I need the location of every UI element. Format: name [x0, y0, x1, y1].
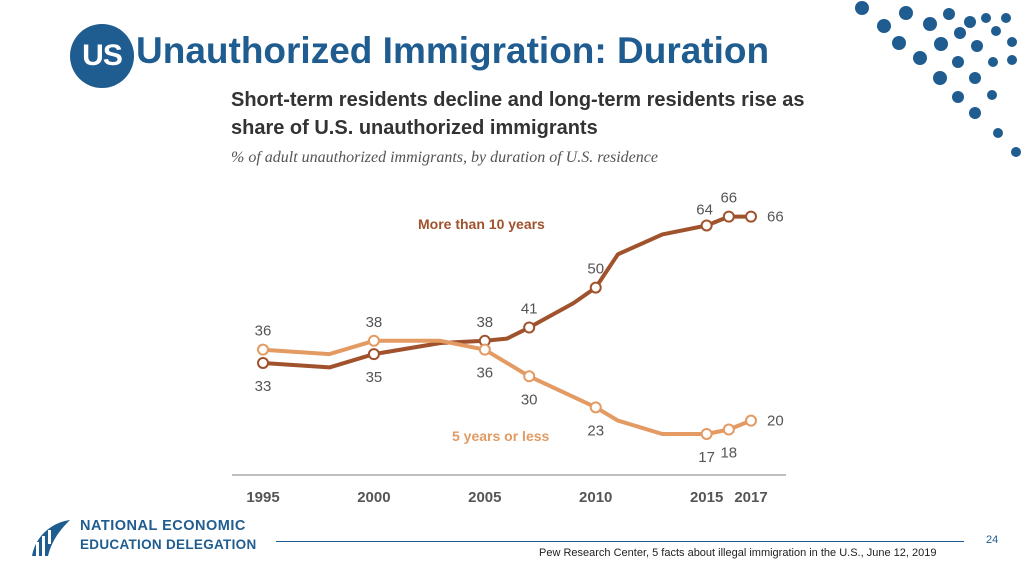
- data-label: 17: [698, 449, 715, 466]
- data-point-short-term: [478, 343, 491, 356]
- data-point-long-term: [700, 219, 713, 232]
- data-point-long-term: [257, 356, 269, 369]
- decorative-dot: [964, 16, 976, 28]
- data-point-long-term: [722, 210, 735, 223]
- decorative-dot: [923, 17, 937, 31]
- decorative-dot: [969, 107, 981, 119]
- data-point-short-term: [523, 370, 536, 383]
- decorative-dot: [913, 51, 927, 65]
- x-tick-label: 2017: [734, 489, 767, 506]
- decorative-dot: [1007, 55, 1017, 65]
- data-label: 18: [720, 445, 737, 462]
- decorative-dot: [988, 57, 998, 67]
- decorative-dot: [877, 19, 891, 33]
- decorative-dot: [943, 8, 955, 20]
- x-tick-label: 2000: [357, 489, 390, 506]
- data-label: 33: [255, 378, 272, 395]
- decorative-dot: [991, 26, 1001, 36]
- decorative-dot: [987, 90, 997, 100]
- nened-logo-icon: [32, 520, 70, 556]
- data-point-short-term: [257, 343, 269, 356]
- data-point-short-term: [700, 427, 713, 440]
- decorative-dot: [1011, 147, 1021, 157]
- us-badge: US: [70, 24, 134, 88]
- data-point-long-term: [745, 210, 757, 223]
- data-label: 30: [521, 391, 538, 408]
- decorative-dot: [954, 27, 966, 39]
- decorative-dot: [971, 40, 983, 52]
- data-point-long-term: [523, 321, 536, 334]
- data-label: 50: [587, 261, 604, 278]
- x-tick-label: 1995: [246, 489, 279, 506]
- decorative-dot: [981, 13, 991, 23]
- org-name-line2: EDUCATION DELEGATION: [80, 537, 257, 552]
- decorative-dot: [969, 72, 981, 84]
- decorative-dot: [855, 1, 869, 15]
- org-name-line1: NATIONAL ECONOMIC: [80, 518, 246, 534]
- slide-title: Unauthorized Immigration: Duration: [136, 30, 770, 71]
- data-label: 38: [366, 314, 383, 331]
- organization-logo: NATIONAL ECONOMIC EDUCATION DELEGATION: [30, 518, 270, 558]
- decorative-dot: [993, 128, 1003, 138]
- data-point-short-term: [589, 401, 602, 414]
- data-point-short-term: [722, 423, 735, 436]
- series-name-label: 5 years or less: [452, 428, 550, 444]
- footer-divider: [276, 541, 964, 542]
- chart-title: Short-term residents decline and long-te…: [231, 89, 805, 139]
- data-label: 66: [720, 190, 737, 207]
- data-point-long-term: [589, 281, 602, 294]
- decorative-dot: [892, 36, 906, 50]
- x-tick-label: 2015: [690, 489, 723, 506]
- source-citation: Pew Research Center, 5 facts about illeg…: [539, 547, 937, 559]
- x-tick-label: 2010: [579, 489, 612, 506]
- series-name-label: More than 10 years: [418, 216, 545, 232]
- decorative-dot: [952, 56, 964, 68]
- decorative-dot: [1001, 13, 1011, 23]
- data-label: 64: [696, 201, 713, 218]
- data-label: 35: [366, 369, 383, 386]
- decorative-dot: [1007, 37, 1017, 47]
- page-number: 24: [986, 534, 999, 546]
- decorative-dot: [933, 71, 947, 85]
- series-line-long-term: [261, 214, 753, 370]
- data-label: 41: [521, 301, 538, 318]
- data-label: 66: [767, 209, 784, 226]
- decorative-dot: [899, 6, 913, 20]
- data-label: 36: [255, 323, 272, 340]
- data-point-short-term: [367, 334, 380, 347]
- data-label: 20: [767, 413, 784, 430]
- decorative-dot: [952, 91, 964, 103]
- x-tick-label: 2005: [468, 489, 501, 506]
- data-label: 38: [476, 314, 493, 331]
- chart-subtitle: % of adult unauthorized immigrants, by d…: [231, 149, 658, 166]
- data-label: 23: [587, 422, 604, 439]
- data-point-short-term: [745, 414, 757, 427]
- data-point-long-term: [367, 348, 380, 361]
- data-label: 36: [476, 365, 493, 382]
- decorative-dot: [934, 37, 948, 51]
